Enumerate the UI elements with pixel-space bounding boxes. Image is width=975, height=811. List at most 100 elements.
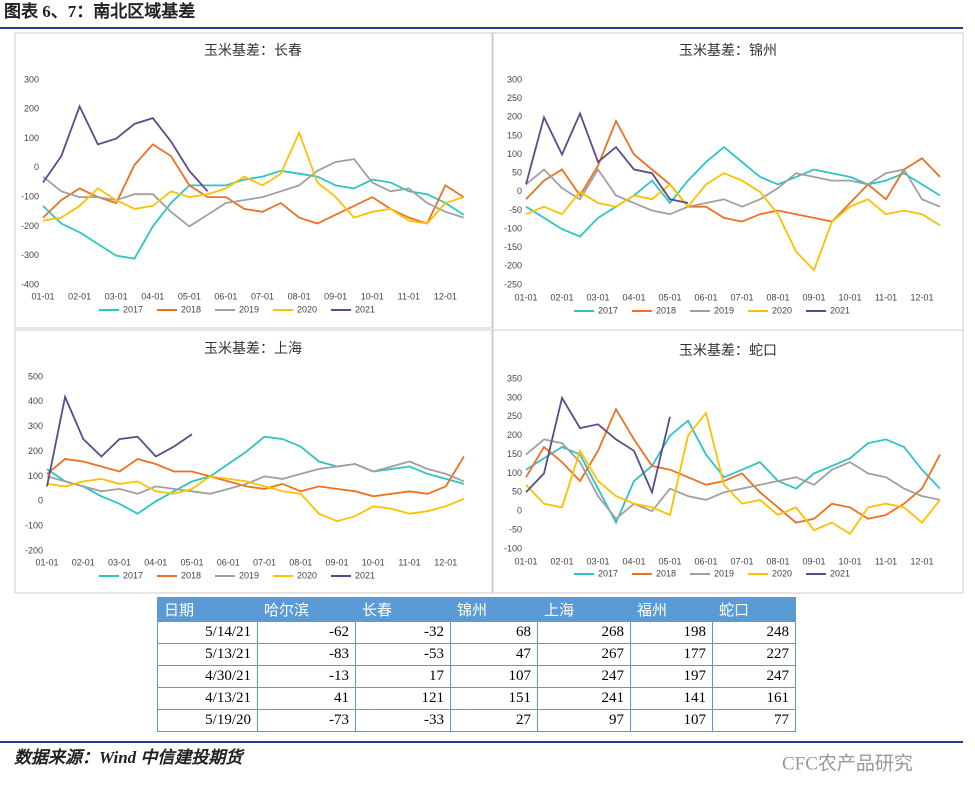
x-tick-label: 03-01 (105, 291, 128, 301)
table-cell: 227 (712, 643, 796, 666)
series-line (525, 111, 689, 204)
x-tick-label: 06-01 (217, 557, 240, 567)
y-tick-label: 300 (507, 74, 522, 84)
table-cell: 97 (537, 709, 631, 732)
x-tick-label: 05-01 (658, 292, 681, 302)
x-tick-label: 10-01 (838, 292, 861, 302)
table-cell: 47 (450, 643, 538, 666)
x-tick-label: 11-01 (398, 557, 420, 567)
x-tick-label: 05-01 (658, 556, 681, 566)
y-tick-label: 150 (507, 449, 522, 459)
chart-title: 玉米基差：长春 (204, 42, 302, 59)
x-tick-label: 09-01 (802, 556, 825, 566)
legend-label: 2017 (123, 304, 143, 314)
table-cell: -73 (257, 709, 356, 732)
x-tick-label: 07-01 (253, 557, 276, 567)
series-line (46, 475, 465, 523)
table-cell: 248 (712, 621, 796, 644)
legend-label: 2021 (830, 568, 850, 578)
x-tick-label: 02-01 (550, 292, 573, 302)
y-tick-label: 100 (24, 133, 39, 143)
legend-label: 2020 (772, 305, 792, 315)
column-header: 哈尔滨 (257, 597, 356, 622)
y-tick-label: 100 (507, 149, 522, 159)
series-line (525, 395, 671, 496)
table-cell: 241 (537, 687, 631, 710)
table-row: 5/13/21 -83 -53 47 267 177 227 (157, 643, 796, 666)
y-tick-label: 150 (507, 130, 522, 140)
y-tick-label: 500 (28, 371, 43, 381)
panel (14, 329, 493, 594)
y-tick-label: 0 (38, 496, 43, 506)
table-cell: 247 (712, 665, 796, 688)
x-tick-label: 03-01 (586, 292, 609, 302)
table-cell: 4/13/21 (157, 687, 258, 710)
panel (14, 32, 493, 329)
y-tick-label: -100 (504, 543, 522, 553)
series-line (525, 419, 941, 525)
table-cell: 121 (355, 687, 451, 710)
table-cell: 161 (712, 687, 796, 710)
column-header: 长春 (355, 597, 451, 622)
column-header: 福州 (630, 597, 713, 622)
legend-label: 2021 (355, 304, 375, 314)
legend-label: 2021 (355, 570, 375, 580)
x-tick-label: 09-01 (324, 291, 347, 301)
basis-table: 日期 哈尔滨 长春 锦州 上海 福州 蛇口 5/14/21 -62 -32 68 268 198 248 5… (157, 597, 796, 732)
series-line (525, 172, 941, 272)
y-tick-label: 0 (517, 186, 522, 196)
table-cell: 68 (450, 621, 538, 644)
y-tick-label: 100 (507, 468, 522, 478)
x-tick-label: 12-01 (434, 291, 457, 301)
series-line (525, 118, 941, 223)
table-cell: 5/19/20 (157, 709, 258, 732)
table-cell: 198 (630, 621, 713, 644)
legend-label: 2019 (714, 568, 734, 578)
chart-title: 玉米基差：上海 (204, 340, 302, 357)
legend-label: 2018 (656, 568, 676, 578)
legend-label: 2021 (830, 305, 850, 315)
x-tick-label: 07-01 (730, 292, 753, 302)
series-line (46, 460, 465, 495)
y-tick-label: -100 (21, 192, 39, 202)
series-line (525, 438, 941, 521)
x-tick-label: 12-01 (910, 292, 933, 302)
page-title: 图表 6、7：南北区域基差 (4, 1, 195, 21)
table-cell: -32 (355, 621, 451, 644)
x-tick-label: 08-01 (766, 556, 789, 566)
y-tick-label: 250 (507, 93, 522, 103)
x-tick-label: 12-01 (910, 556, 933, 566)
column-header: 日期 (157, 597, 258, 622)
table-cell: 77 (712, 709, 796, 732)
table-cell: 107 (450, 665, 538, 688)
legend-label: 2018 (181, 570, 201, 580)
x-tick-label: 02-01 (550, 556, 573, 566)
series-line (42, 130, 464, 225)
y-tick-label: 200 (28, 446, 43, 456)
table-cell: 197 (630, 665, 713, 688)
table-cell: 27 (450, 709, 538, 732)
y-tick-label: 350 (507, 373, 522, 383)
y-tick-label: 300 (507, 392, 522, 402)
x-tick-label: 08-01 (289, 557, 312, 567)
source: 数据来源：Wind 中信建投期货 (14, 748, 245, 767)
table-cell: 5/14/21 (157, 621, 258, 644)
series-line (525, 167, 941, 216)
table-cell: 151 (450, 687, 538, 710)
x-tick-label: 02-01 (68, 291, 91, 301)
series-line (46, 435, 465, 515)
series-line (525, 411, 941, 536)
table-row: 5/19/20 -73 -33 27 97 107 77 (157, 709, 796, 732)
table-cell: -83 (257, 643, 356, 666)
legend-label: 2018 (656, 305, 676, 315)
x-tick-label: 06-01 (694, 556, 717, 566)
y-tick-label: -100 (504, 223, 522, 233)
x-tick-label: 01-01 (35, 557, 58, 567)
x-tick-label: 01-01 (31, 291, 54, 301)
legend-label: 2017 (598, 568, 618, 578)
table-cell: 177 (630, 643, 713, 666)
x-tick-label: 08-01 (766, 292, 789, 302)
x-tick-label: 10-01 (361, 291, 384, 301)
